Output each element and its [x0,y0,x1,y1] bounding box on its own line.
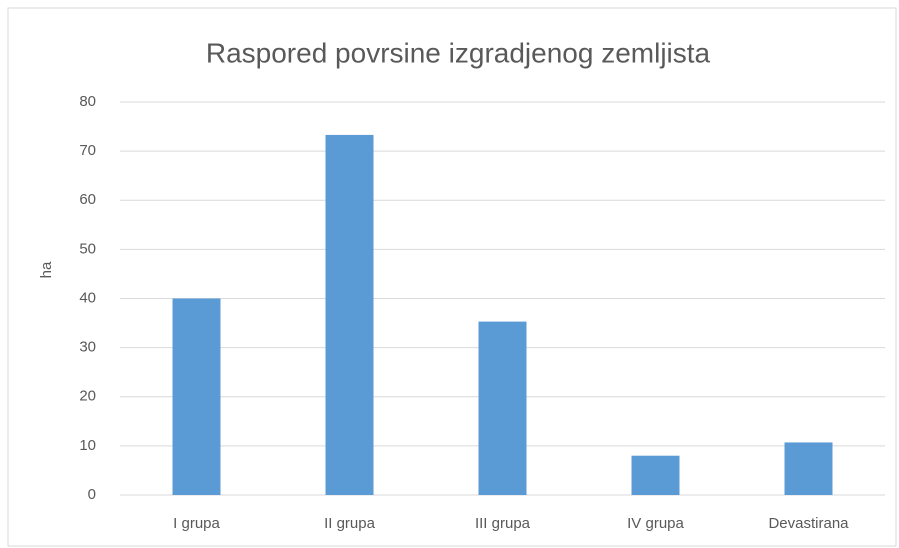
x-tick-label: IV grupa [627,515,684,532]
y-tick-label: 80 [79,93,96,110]
y-tick-label: 30 [79,339,96,356]
y-tick-label: 50 [79,240,96,257]
bar [172,298,221,495]
y-tick-label: 10 [79,437,96,454]
y-tick-label: 70 [79,142,96,159]
x-tick-label: I grupa [173,515,220,532]
x-tick-label: II grupa [324,515,376,532]
y-tick-label: 60 [79,191,96,208]
x-tick-label: Devastirana [768,515,849,532]
y-tick-label: 0 [88,486,96,503]
y-tick-label: 40 [79,289,96,306]
x-tick-label: III grupa [475,515,531,532]
chart-border [7,7,897,547]
chart-title: Raspored povrsine izgradjenog zemljista [206,37,711,68]
y-axis-label: ha [38,261,55,278]
bar [784,442,833,495]
y-tick-label: 20 [79,388,96,405]
bar [478,321,527,495]
bar [325,134,374,495]
bar [631,455,680,495]
